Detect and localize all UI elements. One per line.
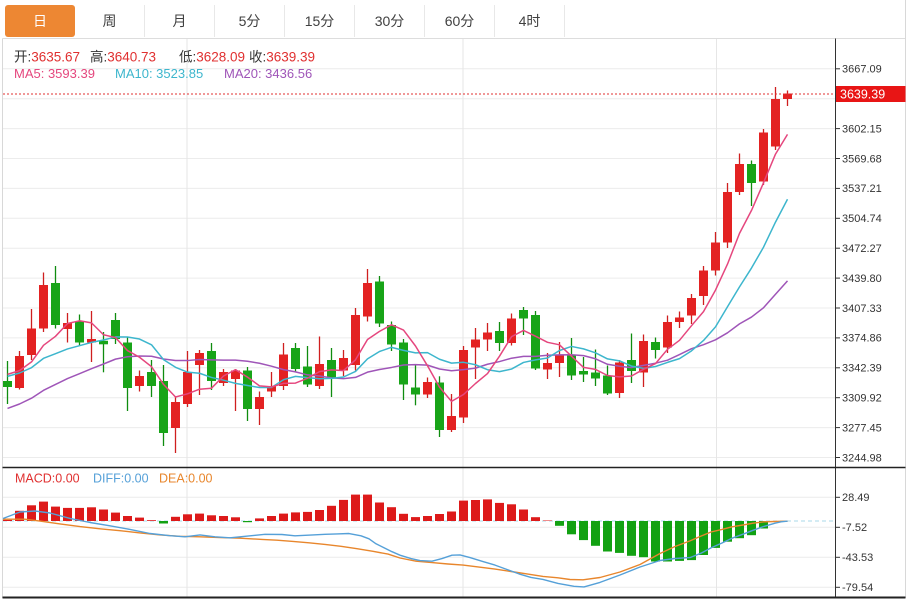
svg-text:3439.80: 3439.80 (842, 273, 882, 285)
svg-text:3309.92: 3309.92 (842, 393, 882, 405)
svg-text:MA5: 3593.39: MA5: 3593.39 (14, 66, 95, 81)
svg-text:低:3628.09: 低:3628.09 (179, 50, 245, 65)
svg-text:3277.45: 3277.45 (842, 422, 882, 434)
svg-text:MA10: 3523.85: MA10: 3523.85 (115, 66, 203, 81)
svg-text:MACD:0.00: MACD:0.00 (15, 472, 80, 486)
svg-text:-43.53: -43.53 (842, 552, 873, 564)
svg-text:3342.39: 3342.39 (842, 363, 882, 375)
svg-text:3244.98: 3244.98 (842, 452, 882, 464)
svg-text:3639.39: 3639.39 (840, 88, 885, 102)
svg-text:3504.74: 3504.74 (842, 213, 882, 225)
svg-text:-7.52: -7.52 (842, 522, 867, 534)
svg-text:3667.09: 3667.09 (842, 64, 882, 76)
svg-text:DIFF:0.00: DIFF:0.00 (93, 472, 149, 486)
svg-text:开:3635.67: 开:3635.67 (14, 50, 80, 65)
svg-text:3374.86: 3374.86 (842, 333, 882, 345)
svg-text:3602.15: 3602.15 (842, 123, 882, 135)
svg-text:3537.21: 3537.21 (842, 183, 882, 195)
svg-text:-79.54: -79.54 (842, 582, 873, 594)
svg-text:MA20: 3436.56: MA20: 3436.56 (224, 66, 312, 81)
svg-text:3472.27: 3472.27 (842, 243, 882, 255)
svg-text:28.49: 28.49 (842, 492, 870, 504)
svg-text:3569.68: 3569.68 (842, 153, 882, 165)
svg-text:收:3639.39: 收:3639.39 (249, 50, 315, 65)
svg-text:高:3640.73: 高:3640.73 (90, 49, 156, 65)
svg-text:DEA:0.00: DEA:0.00 (159, 472, 213, 486)
svg-text:3407.33: 3407.33 (842, 303, 882, 315)
